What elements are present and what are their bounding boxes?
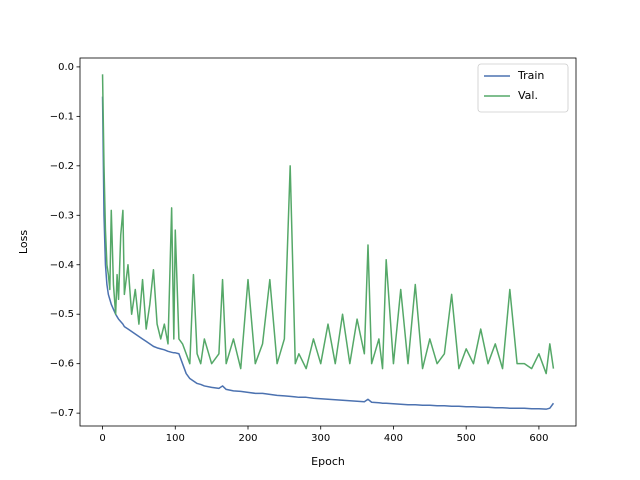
y-tick-label: −0.4 [50, 260, 74, 271]
line-series [101, 96, 555, 410]
y-tick-label: −0.5 [50, 309, 74, 320]
y-tick-label: −0.1 [50, 111, 74, 122]
x-tick-label: 200 [238, 433, 257, 444]
plot-frame [79, 57, 577, 427]
legend-label: Val. [518, 89, 538, 102]
x-tick-label: 600 [529, 433, 548, 444]
y-tick-label: −0.7 [50, 408, 74, 419]
y-tick-label: −0.3 [50, 210, 74, 221]
y-tick-label: 0.0 [58, 62, 74, 73]
x-tick-label: 500 [457, 433, 476, 444]
y-tick-label: −0.6 [50, 359, 74, 370]
y-tick-label: −0.2 [50, 161, 74, 172]
x-tick-label: 400 [384, 433, 403, 444]
line-series [101, 74, 555, 375]
legend-label: Train [517, 69, 544, 82]
x-tick-label: 100 [166, 433, 185, 444]
y-axis-label: Loss [17, 230, 30, 254]
x-tick-label: 0 [99, 433, 105, 444]
x-axis-label: Epoch [311, 455, 345, 468]
x-tick-label: 300 [311, 433, 330, 444]
